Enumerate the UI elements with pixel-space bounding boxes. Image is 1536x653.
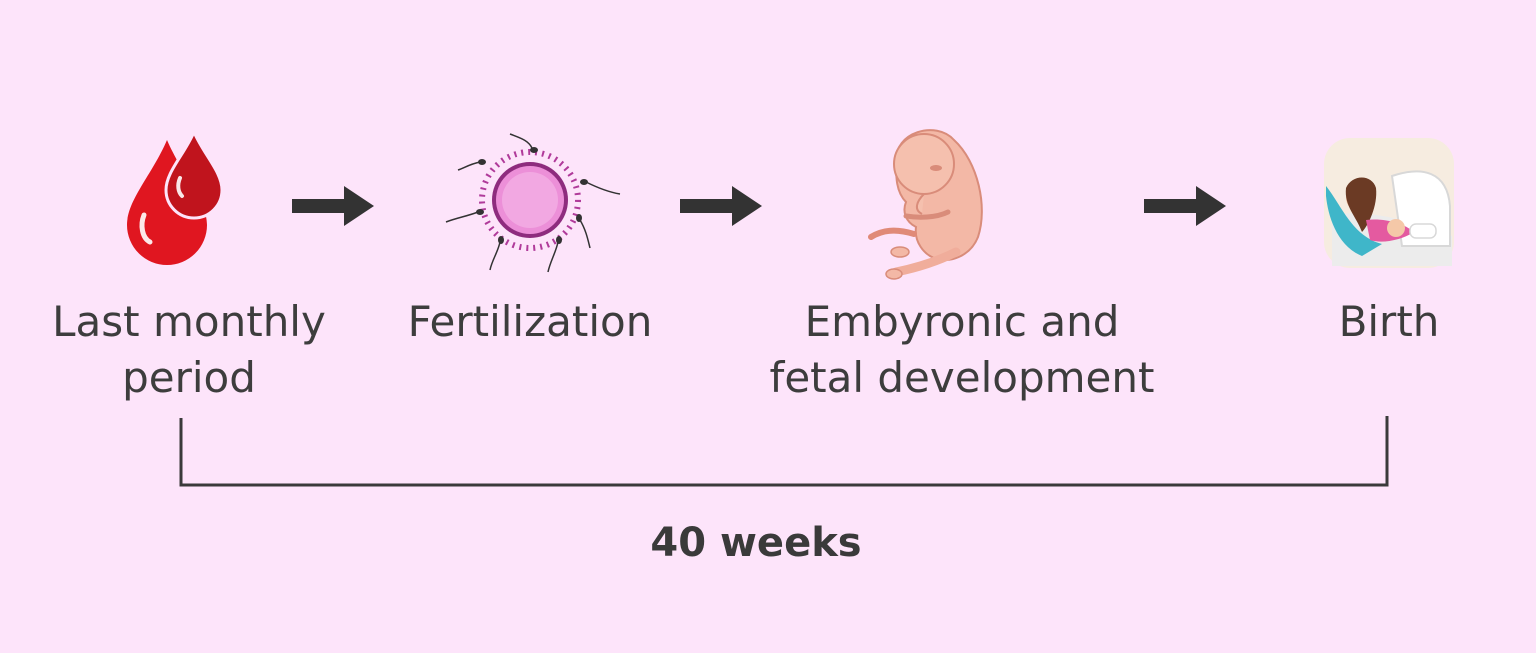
- arrow-right-icon: [1144, 186, 1226, 226]
- step-label-embryonic-fetal-development: Embyronic and fetal development: [769, 297, 1155, 402]
- blood-drops-icon: [127, 130, 224, 265]
- egg-sperm-icon: [445, 133, 621, 273]
- arrow-right-icon: [292, 186, 374, 226]
- arrow-right-icon: [680, 186, 762, 226]
- mother-baby-icon: [1324, 138, 1454, 268]
- fetus-icon: [868, 129, 983, 280]
- step-label-birth: Birth: [1338, 297, 1440, 346]
- step-label-fertilization: Fertilization: [407, 297, 653, 346]
- step-label-last-monthly-period: Last monthly period: [52, 297, 326, 402]
- duration-label: 40 weeks: [650, 520, 862, 566]
